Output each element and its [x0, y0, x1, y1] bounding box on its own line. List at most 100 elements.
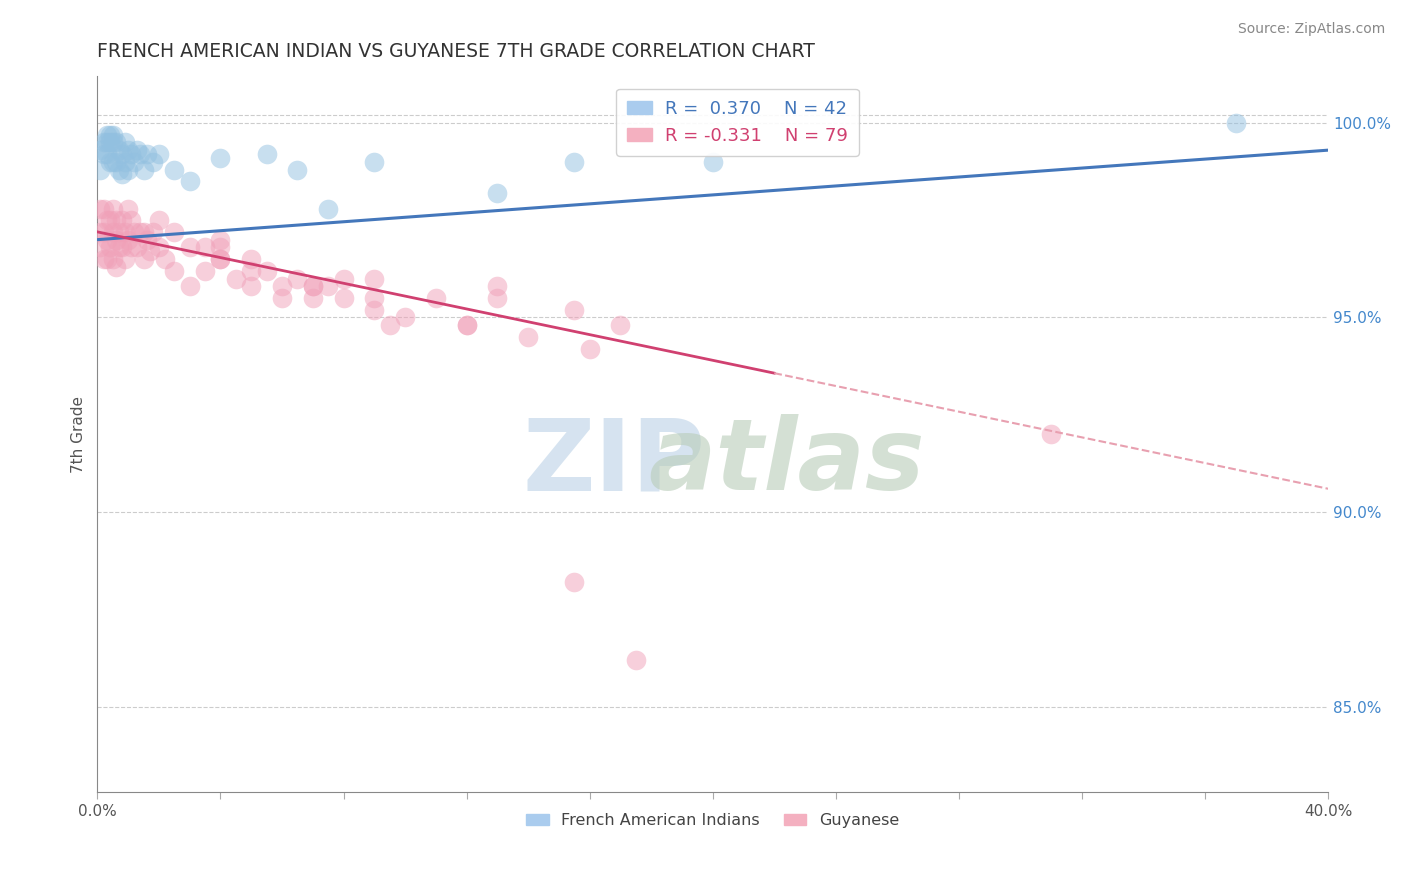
- Point: [209, 151, 232, 165]
- Point: [101, 136, 124, 150]
- Point: [89, 225, 111, 239]
- Point: [101, 202, 124, 216]
- Point: [256, 147, 278, 161]
- Point: [378, 318, 401, 333]
- Point: [117, 202, 139, 216]
- Point: [1225, 116, 1247, 130]
- Point: [301, 279, 323, 293]
- Point: [111, 213, 134, 227]
- Point: [98, 240, 121, 254]
- Point: [89, 202, 111, 216]
- Point: [285, 162, 308, 177]
- Point: [120, 240, 142, 254]
- Point: [108, 240, 131, 254]
- Point: [624, 653, 647, 667]
- Point: [142, 225, 165, 239]
- Point: [486, 291, 509, 305]
- Point: [132, 252, 155, 266]
- Point: [124, 154, 146, 169]
- Point: [142, 154, 165, 169]
- Point: [114, 225, 136, 239]
- Point: [486, 279, 509, 293]
- Point: [486, 186, 509, 200]
- Legend: French American Indians, Guyanese: French American Indians, Guyanese: [520, 806, 905, 834]
- Point: [117, 143, 139, 157]
- Point: [101, 154, 124, 169]
- Point: [93, 147, 115, 161]
- Point: [301, 279, 323, 293]
- Point: [127, 240, 149, 254]
- Point: [562, 302, 585, 317]
- Point: [363, 154, 385, 169]
- Point: [104, 260, 127, 274]
- Point: [93, 252, 115, 266]
- Point: [108, 162, 131, 177]
- Point: [256, 264, 278, 278]
- Point: [96, 233, 118, 247]
- Point: [98, 136, 121, 150]
- Point: [96, 147, 118, 161]
- Point: [127, 143, 149, 157]
- Point: [96, 136, 118, 150]
- Point: [93, 202, 115, 216]
- Point: [163, 225, 186, 239]
- Point: [225, 271, 247, 285]
- Point: [89, 143, 111, 157]
- Point: [179, 240, 201, 254]
- Point: [425, 291, 447, 305]
- Point: [316, 202, 339, 216]
- Point: [332, 291, 354, 305]
- Point: [456, 318, 478, 333]
- Point: [562, 154, 585, 169]
- Point: [120, 147, 142, 161]
- Point: [240, 252, 263, 266]
- Point: [104, 154, 127, 169]
- Point: [93, 225, 115, 239]
- Point: [135, 147, 157, 161]
- Point: [240, 264, 263, 278]
- Text: ZIP: ZIP: [523, 415, 706, 511]
- Point: [209, 233, 232, 247]
- Point: [316, 279, 339, 293]
- Point: [114, 252, 136, 266]
- Point: [101, 128, 124, 142]
- Point: [111, 240, 134, 254]
- Point: [124, 225, 146, 239]
- Point: [129, 147, 152, 161]
- Y-axis label: 7th Grade: 7th Grade: [72, 396, 86, 473]
- Point: [285, 271, 308, 285]
- Point: [194, 240, 217, 254]
- Point: [179, 279, 201, 293]
- Point: [89, 162, 111, 177]
- Point: [456, 318, 478, 333]
- Point: [363, 291, 385, 305]
- Point: [104, 136, 127, 150]
- Point: [96, 213, 118, 227]
- Point: [301, 291, 323, 305]
- Point: [98, 213, 121, 227]
- Point: [108, 225, 131, 239]
- Point: [179, 174, 201, 188]
- Point: [98, 154, 121, 169]
- Point: [209, 252, 232, 266]
- Point: [117, 162, 139, 177]
- Point: [194, 264, 217, 278]
- Point: [240, 279, 263, 293]
- Point: [114, 136, 136, 150]
- Point: [517, 330, 540, 344]
- Point: [117, 233, 139, 247]
- Point: [363, 302, 385, 317]
- Point: [271, 291, 294, 305]
- Point: [148, 240, 170, 254]
- Point: [578, 342, 600, 356]
- Point: [96, 128, 118, 142]
- Point: [163, 162, 186, 177]
- Point: [148, 213, 170, 227]
- Text: Source: ZipAtlas.com: Source: ZipAtlas.com: [1237, 22, 1385, 37]
- Point: [101, 252, 124, 266]
- Text: atlas: atlas: [648, 415, 925, 511]
- Point: [163, 264, 186, 278]
- Point: [132, 225, 155, 239]
- Point: [93, 136, 115, 150]
- Point: [96, 252, 118, 266]
